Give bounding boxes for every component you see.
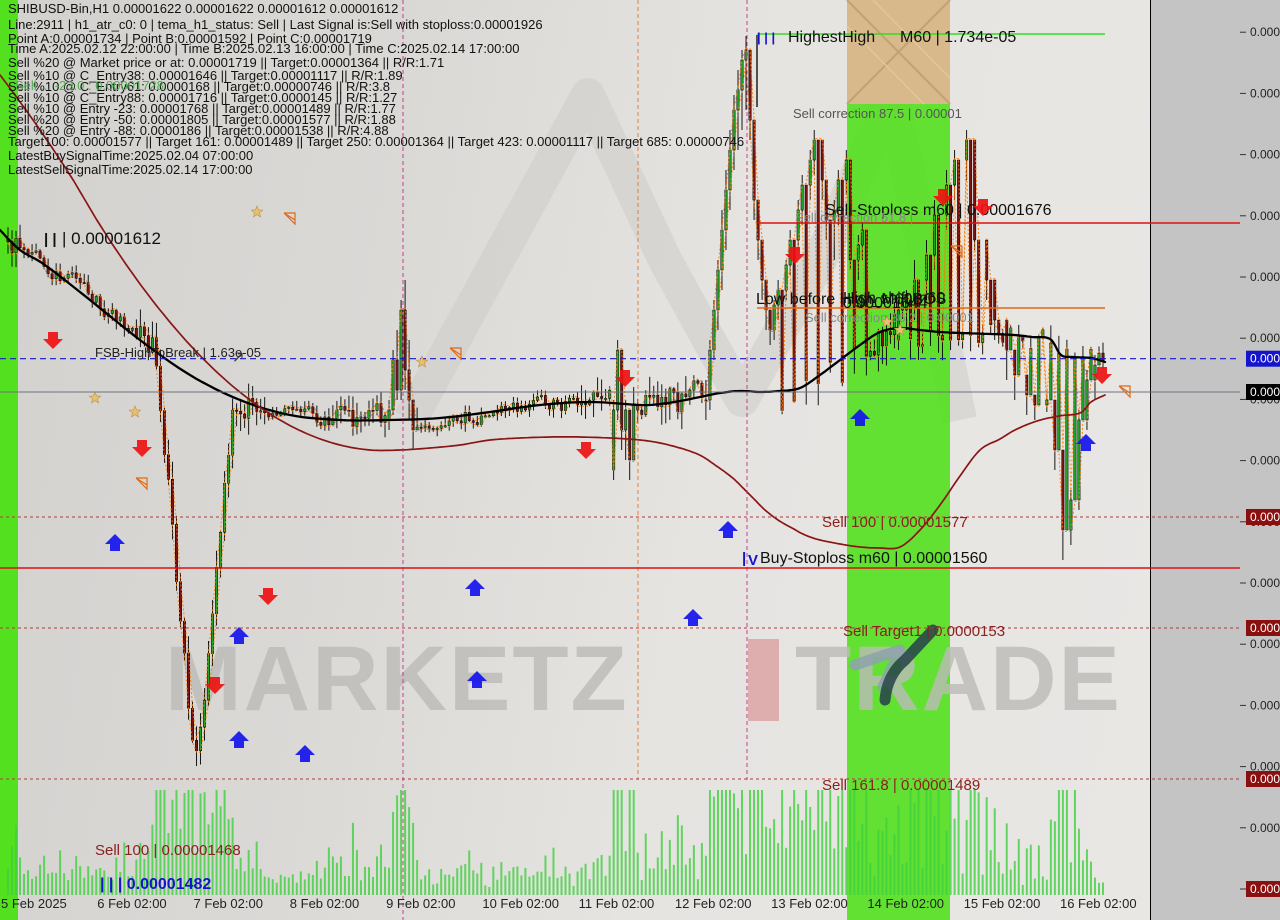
svg-text:V: V [748, 552, 758, 569]
svg-text:11 Feb 02:00: 11 Feb 02:00 [579, 896, 655, 911]
svg-text:0.000: 0.000 [1250, 352, 1280, 366]
svg-text:Sell 100 | 0.00001468: Sell 100 | 0.00001468 [95, 842, 241, 859]
svg-text:0.000: 0.000 [1250, 882, 1280, 896]
svg-text:0.000: 0.000 [1250, 637, 1280, 651]
svg-text:LatestBuySignalTime:2025.02.04: LatestBuySignalTime:2025.02.04 07:00:00 [8, 148, 253, 163]
svg-text:Line:2911 | h1_atr_c0: 0 | tem: Line:2911 | h1_atr_c0: 0 | tema_h1_statu… [8, 17, 543, 32]
svg-text:Sell 161.8 | 0.00001489: Sell 161.8 | 0.00001489 [822, 777, 980, 794]
svg-text:0.000: 0.000 [1250, 209, 1280, 223]
svg-text:SHIBUSD-Bin,H1 0.00001622 0.: SHIBUSD-Bin,H1 0.00001622 0.00001622 0.0… [8, 1, 398, 16]
svg-text:9 Feb 02:00: 9 Feb 02:00 [386, 896, 455, 911]
svg-text:0.000: 0.000 [1250, 270, 1280, 284]
svg-text:| |: | | [44, 231, 57, 248]
svg-text:Time A:2025.02.12 22:00:00 | T: Time A:2025.02.12 22:00:00 | Time B:2025… [8, 41, 519, 56]
svg-text:Buy-Stoploss m60 | 0.00001560: Buy-Stoploss m60 | 0.00001560 [760, 550, 988, 567]
svg-text:5 Feb 2025: 5 Feb 2025 [1, 896, 67, 911]
svg-text:M60 | 1.734e-05: M60 | 1.734e-05 [900, 29, 1016, 46]
svg-text:0.000: 0.000 [1250, 576, 1280, 590]
svg-text:|: | [742, 550, 746, 567]
svg-text:| | |: | | | [757, 30, 775, 45]
svg-text:12 Feb 02:00: 12 Feb 02:00 [675, 896, 752, 911]
svg-text:Sell correction 51.8 |: Sell correction 51.8 | [795, 210, 913, 225]
svg-text:HighestHigh: HighestHigh [788, 29, 875, 46]
svg-text:Sell Target1 | 0.0000153: Sell Target1 | 0.0000153 [843, 623, 1005, 640]
svg-text:0.000: 0.000 [1250, 454, 1280, 468]
svg-text:0.000: 0.000 [1250, 510, 1280, 524]
svg-text:0.000: 0.000 [1250, 772, 1280, 786]
svg-text:High shift m60: High shift m60 [843, 290, 945, 307]
svg-text:LatestSellSignalTime:2025.02.1: LatestSellSignalTime:2025.02.14 17:00:00 [8, 162, 253, 177]
svg-text:0.000: 0.000 [1250, 385, 1280, 399]
svg-text:0.000: 0.000 [1250, 86, 1280, 100]
svg-text:13 Feb 02:00: 13 Feb 02:00 [771, 896, 848, 911]
svg-text:0.000: 0.000 [1250, 821, 1280, 835]
svg-text:Sell ... -23.0 : 0.00001728: Sell ... -23.0 : 0.00001728 [15, 78, 164, 93]
svg-text:15 Feb 02:00: 15 Feb 02:00 [964, 896, 1041, 911]
svg-text:8 Feb 02:00: 8 Feb 02:00 [290, 896, 359, 911]
svg-text:10 Feb 02:00: 10 Feb 02:00 [482, 896, 559, 911]
svg-text:| | | 0.00001482: | | | 0.00001482 [100, 876, 211, 893]
svg-text:0.000: 0.000 [1250, 148, 1280, 162]
svg-text:Target100: 0.00001577 || Targe: Target100: 0.00001577 || Target 161: 0.0… [8, 134, 744, 149]
svg-text:0.000: 0.000 [1250, 621, 1280, 635]
svg-text:0.000: 0.000 [1250, 698, 1280, 712]
svg-text:Sell 100 | 0.00001577: Sell 100 | 0.00001577 [822, 514, 968, 531]
svg-text:| 0.00001612: | 0.00001612 [62, 229, 161, 248]
svg-text:7 Feb 02:00: 7 Feb 02:00 [194, 896, 263, 911]
svg-text:6 Feb 02:00: 6 Feb 02:00 [97, 896, 166, 911]
svg-text:16 Feb 02:00: 16 Feb 02:00 [1060, 896, 1137, 911]
svg-text:14 Feb 02:00: 14 Feb 02:00 [867, 896, 944, 911]
svg-text:↗: ↗ [232, 349, 245, 366]
svg-text:0.000: 0.000 [1250, 25, 1280, 39]
svg-text:0.000: 0.000 [1250, 331, 1280, 345]
svg-text:Sell correction 87.5 | 0.00001: Sell correction 87.5 | 0.00001 [793, 106, 962, 121]
